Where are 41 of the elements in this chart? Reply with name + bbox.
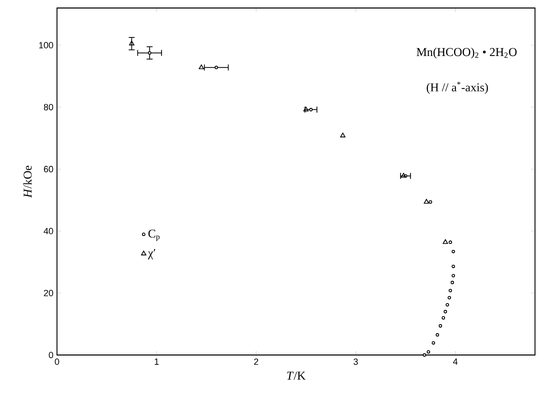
point [214,66,218,70]
y-tick-label: 60 [44,166,54,172]
point [340,132,346,138]
y-tick-label: 0 [48,352,54,358]
x-tick-label: 4 [453,358,458,365]
point [444,310,448,314]
point [426,350,430,354]
x-axis-title: T/K [287,372,306,380]
point [452,274,456,278]
point [442,239,448,244]
point [309,108,313,112]
point [450,280,454,284]
point [442,316,446,320]
point [452,264,456,268]
x-tick-label: 2 [254,358,258,365]
annotation: Mn(HCOO)$_{2}$ • 2H$_{2}$O [416,48,517,59]
legend-label: χ′ [148,248,156,260]
x-tick-label: 3 [354,358,358,365]
point [422,353,426,357]
point [148,51,152,55]
y-axis-title: H/kOe [23,166,32,198]
point [198,64,204,70]
point [452,250,456,254]
annotation: (H // a$^{*}$-axis) [426,82,488,94]
y-tick-label: 80 [44,104,54,110]
point [448,240,452,244]
point [436,333,440,337]
point [438,324,442,328]
x-tick-label: 1 [154,358,159,365]
y-tick-label: 40 [44,228,54,234]
point [428,200,432,204]
point [446,303,450,306]
legend-label: C$_{p}$ [148,230,160,242]
y-tick-label: 100 [39,42,54,48]
point [424,198,430,204]
point [432,341,436,345]
x-tick-label: 0 [54,358,60,365]
point [448,288,452,292]
point [303,106,309,112]
y-tick-label: 20 [44,290,54,296]
point [448,296,452,300]
